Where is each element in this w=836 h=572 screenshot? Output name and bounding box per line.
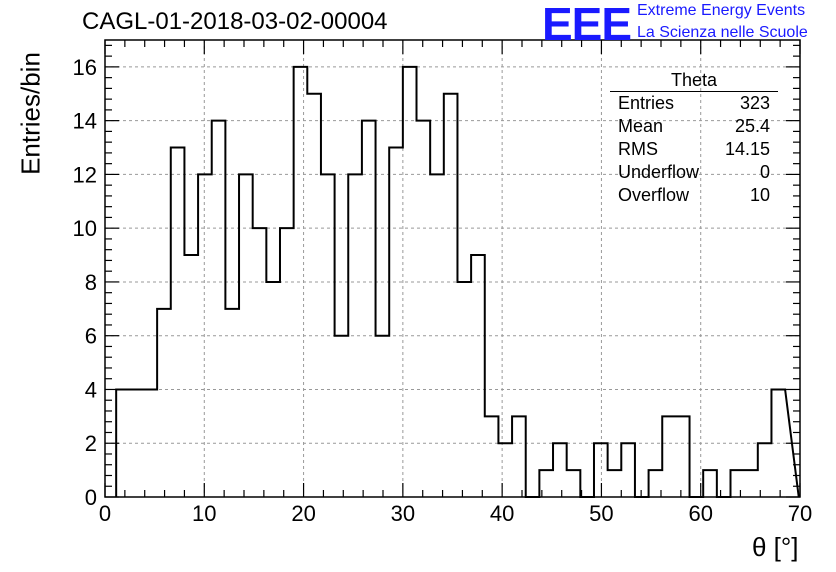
- brand-line-2: La Scienza nelle Scuole: [637, 24, 808, 41]
- axis-ticks: [104, 40, 801, 498]
- y-tick-label: 4: [85, 377, 97, 402]
- stats-label: Mean: [618, 116, 664, 136]
- stats-value: 323: [739, 93, 770, 113]
- histogram-series: [115, 65, 800, 498]
- stats-title: Theta: [610, 70, 778, 92]
- stats-value: 14.15: [724, 139, 770, 159]
- x-tick-label: 0: [99, 501, 111, 526]
- stats-value: 0: [759, 162, 770, 182]
- stats-label: RMS: [618, 139, 658, 159]
- stats-box: Theta Entries 323 Mean 25.4 RMS 14.15 Un…: [610, 70, 778, 207]
- stats-label: Overflow: [618, 185, 690, 205]
- stats-row-underflow: Underflow 0: [610, 161, 778, 184]
- y-tick-label: 12: [73, 162, 97, 187]
- eee-logo: EEE: [542, 0, 632, 50]
- y-axis-label: Entries/bin: [15, 52, 46, 175]
- x-tick-label: 30: [391, 501, 415, 526]
- y-tick-label: 16: [73, 55, 97, 80]
- stats-label: Entries: [618, 93, 675, 113]
- y-tick-label: 0: [85, 485, 97, 510]
- stats-row-entries: Entries 323: [610, 92, 778, 115]
- plot-frame: [104, 39, 801, 498]
- y-tick-label: 10: [73, 216, 97, 241]
- stats-row-overflow: Overflow 10: [610, 184, 778, 207]
- stats-value: 10: [749, 185, 770, 205]
- y-tick-label: 8: [85, 270, 97, 295]
- stats-value: 25.4: [734, 116, 770, 136]
- x-tick-label: 20: [291, 501, 315, 526]
- stats-row-mean: Mean 25.4: [610, 115, 778, 138]
- x-tick-label: 70: [788, 501, 812, 526]
- y-tick-label: 2: [85, 431, 97, 456]
- y-tick-label: 14: [73, 109, 97, 134]
- brand-line-1: Extreme Energy Events: [637, 2, 806, 19]
- stats-label: Underflow: [618, 162, 700, 182]
- x-tick-label: 50: [589, 501, 613, 526]
- stats-row-rms: RMS 14.15: [610, 138, 778, 161]
- x-tick-label: 40: [490, 501, 514, 526]
- x-tick-labels: 0 10 20 30 40 50 60 70: [99, 501, 812, 526]
- x-tick-label: 60: [688, 501, 712, 526]
- x-tick-label: 10: [192, 501, 216, 526]
- y-tick-label: 6: [85, 324, 97, 349]
- chart-title: CAGL-01-2018-03-02-00004: [82, 8, 388, 35]
- x-axis-label: θ [°]: [752, 532, 799, 562]
- y-tick-labels: 0 2 4 6 8 10 12 14 16: [73, 55, 97, 510]
